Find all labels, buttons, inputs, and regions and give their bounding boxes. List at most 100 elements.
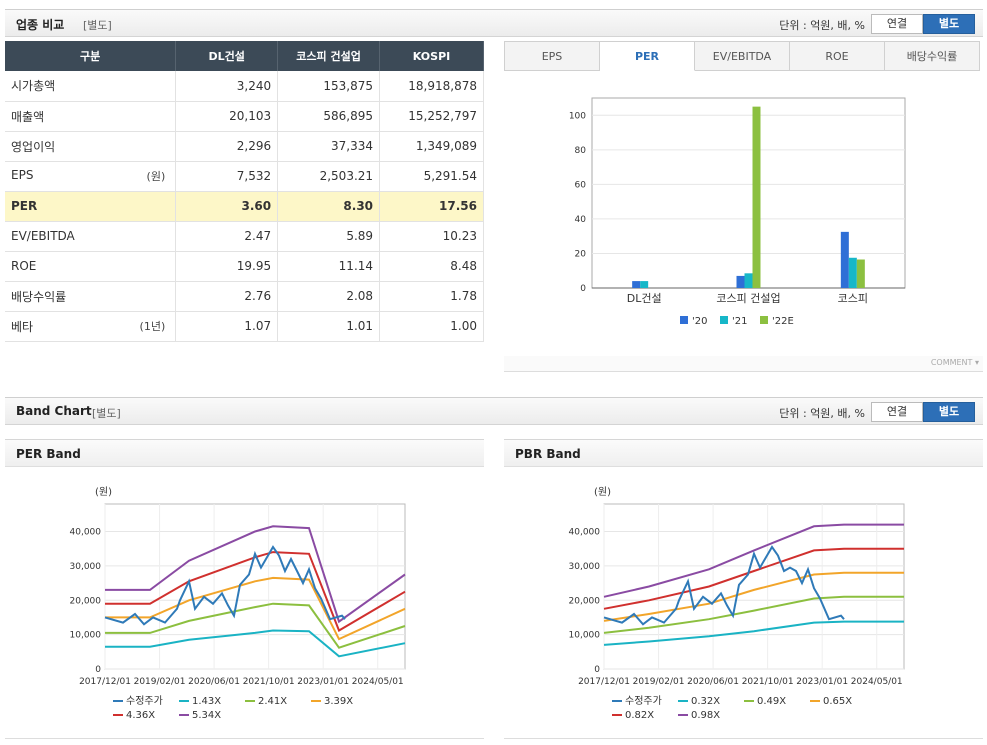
value-cell: 586,895: [277, 101, 381, 132]
value-cell: 3.60: [175, 191, 279, 222]
row-label-cell: 베타 (1년): [5, 311, 177, 342]
legend-label: 1.43X: [192, 696, 221, 707]
bar: [752, 106, 761, 288]
legend-label: '21: [732, 316, 747, 327]
x-tick-label: 2020/06/01: [188, 677, 240, 687]
series-line: [105, 602, 406, 649]
value-cell: 17.56: [379, 191, 484, 222]
value-cell: 15,252,797: [379, 101, 484, 132]
col-header: DL건설: [175, 41, 279, 71]
value-cell: 2.76: [175, 281, 279, 312]
separate-toggle[interactable]: 별도: [923, 14, 975, 34]
x-tick-label: 2023/01/01: [297, 677, 349, 687]
tab-dividend-yield[interactable]: 배당수익률: [885, 41, 980, 71]
value-cell: 1.78: [379, 281, 484, 312]
row-label-cell: 시가총액: [5, 71, 177, 102]
y-tick-label: 100: [569, 111, 586, 121]
x-tick-label: 2019/02/01: [633, 677, 685, 687]
series-line: [104, 545, 346, 626]
unit-label: 단위 : 억원, 배, %: [779, 19, 865, 32]
consolidated-toggle[interactable]: 연결: [871, 402, 923, 422]
row-label-cell: EPS (원): [5, 161, 177, 192]
y-tick-label: 30,000: [569, 562, 601, 572]
plot-area: [104, 503, 406, 670]
tab-ev-ebitda[interactable]: EV/EBITDA: [695, 41, 790, 71]
value-cell: 8.30: [277, 191, 381, 222]
legend-label: 수정주가: [625, 695, 662, 707]
y-tick-label: 30,000: [70, 562, 102, 572]
value-cell: 5.89: [277, 221, 381, 252]
x-tick-label: 2024/05/01: [851, 677, 903, 687]
y-tick-label: 10,000: [569, 631, 601, 641]
row-label-cell: PER: [5, 191, 177, 222]
per-bar-chart: 0 20 40 60 80 100 DL건설 코스피 건설업 코스피 '20 '21 '22E: [569, 97, 906, 327]
bar: [856, 259, 865, 288]
value-cell: 1,349,089: [379, 131, 484, 162]
col-header: 코스피 건설업: [277, 41, 381, 71]
value-cell: 2.47: [175, 221, 279, 252]
row-label: PER: [11, 199, 38, 213]
x-tick-label: 2020/06/01: [687, 677, 739, 687]
bar: [840, 231, 849, 288]
y-axis-unit: (원): [95, 486, 112, 498]
table-row: ROE 19.95 11.14 8.48: [5, 251, 484, 282]
comment-bar: COMMENT ▾: [504, 356, 983, 372]
x-tick-label: 2019/02/01: [134, 677, 186, 687]
row-label-cell: EV/EBITDA: [5, 221, 177, 252]
value-cell: 18,918,878: [379, 71, 484, 102]
metric-tabs: EPS PER EV/EBITDA ROE 배당수익률: [504, 41, 980, 71]
row-label-cell: 배당수익률: [5, 281, 177, 312]
separate-toggle[interactable]: 별도: [923, 402, 975, 422]
comment-toggle[interactable]: COMMENT ▾: [930, 358, 979, 367]
legend-label: '22E: [772, 316, 794, 327]
y-tick-label: 0: [95, 665, 101, 675]
table-row: 시가총액 3,240 153,875 18,918,878: [5, 71, 484, 102]
value-cell: 7,532: [175, 161, 279, 192]
x-tick-label: DL건설: [627, 292, 662, 305]
y-tick-label: 40: [575, 215, 587, 225]
comparison-table: 구분 DL건설 코스피 건설업 KOSPI 시가총액 3,240 153,875 18…: [5, 41, 484, 342]
comparison-header: 업종 비교 [별도] 단위 : 억원, 배, % 연결 별도: [5, 9, 983, 37]
value-cell: 2.08: [277, 281, 381, 312]
series-line: [105, 629, 406, 658]
x-tick-label: 코스피 건설업: [716, 292, 780, 305]
x-tick-label: 2021/10/01: [243, 677, 295, 687]
legend-swatch: [680, 316, 688, 324]
row-label: ROE: [11, 259, 37, 273]
series-line: [603, 547, 904, 610]
value-cell: 20,103: [175, 101, 279, 132]
value-cell: 5,291.54: [379, 161, 484, 192]
y-tick-label: 60: [575, 180, 587, 190]
x-tick-label: 2017/12/01: [578, 677, 630, 687]
per-band-header: PER Band: [5, 439, 484, 467]
x-tick-label: 코스피: [838, 292, 868, 305]
row-label: 배당수익률: [11, 289, 67, 304]
legend-label: 0.49X: [757, 696, 786, 707]
row-label-cell: ROE: [5, 251, 177, 282]
row-label: 베타: [11, 319, 34, 334]
plot-area: [591, 97, 906, 289]
legend-swatch: [720, 316, 728, 324]
band-header: Band Chart [별도] 단위 : 억원, 배, % 연결 별도: [5, 397, 983, 425]
y-tick-label: 20,000: [569, 596, 601, 606]
value-cell: 1.00: [379, 311, 484, 342]
tab-roe[interactable]: ROE: [790, 41, 885, 71]
row-label: 시가총액: [11, 79, 56, 94]
series-line: [105, 576, 406, 641]
legend-label: 2.41X: [258, 696, 287, 707]
legend-label: 0.32X: [691, 696, 720, 707]
row-unit: (원): [146, 170, 166, 183]
divider: [5, 738, 484, 739]
row-label-cell: 영업이익: [5, 131, 177, 162]
x-tick-label: 2017/12/01: [79, 677, 131, 687]
value-cell: 8.48: [379, 251, 484, 282]
legend-label: 0.98X: [691, 710, 720, 721]
table-row: 매출액 20,103 586,895 15,252,797: [5, 101, 484, 132]
tab-eps[interactable]: EPS: [504, 41, 600, 71]
series-line: [105, 525, 406, 624]
table-row: PER 3.60 8.30 17.56: [5, 191, 484, 222]
tab-per[interactable]: PER: [600, 41, 695, 71]
consolidated-toggle[interactable]: 연결: [871, 14, 923, 34]
divider: [504, 738, 983, 739]
